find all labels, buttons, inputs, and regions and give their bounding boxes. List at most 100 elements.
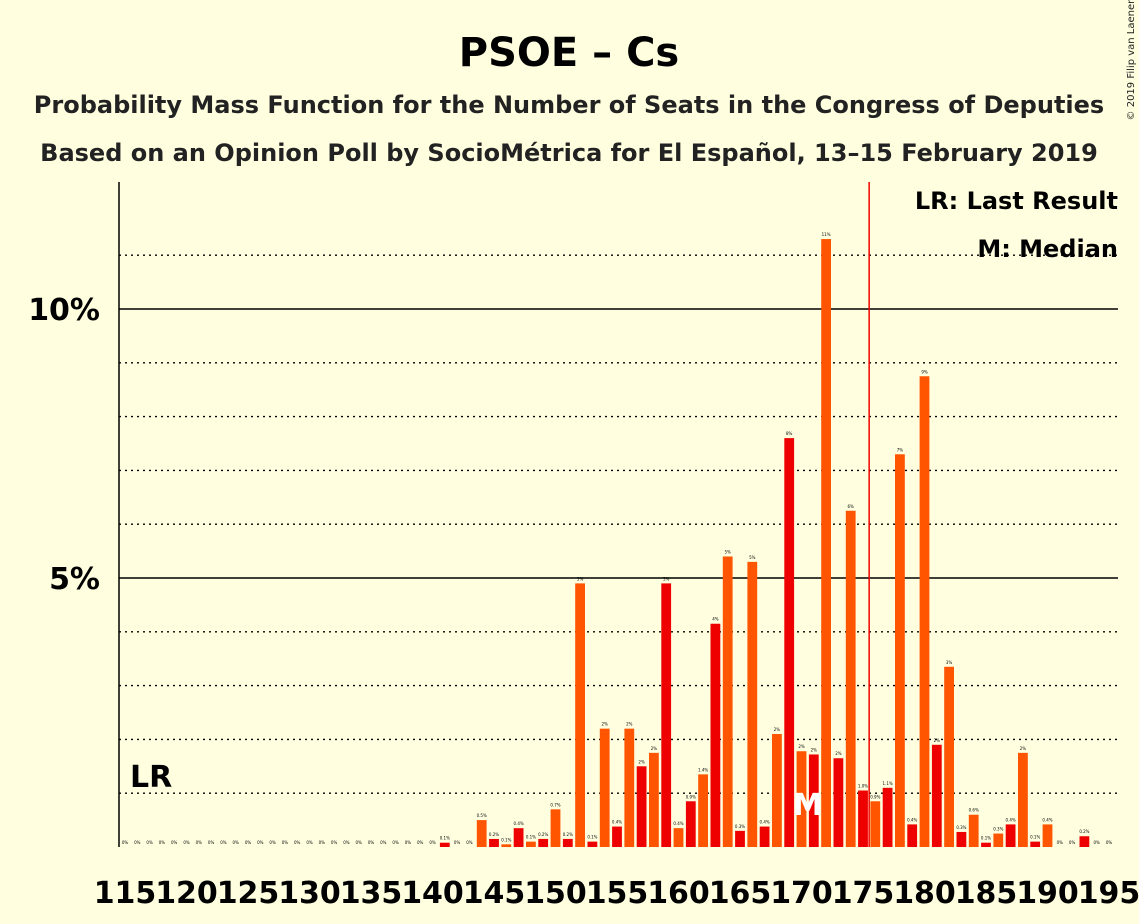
bar-label-137: 0% xyxy=(392,840,399,845)
bar-label-185: 0.1% xyxy=(981,836,991,841)
bar-178 xyxy=(895,454,905,847)
bar-label-120: 0% xyxy=(183,840,190,845)
bar-label-161: 0.9% xyxy=(686,794,696,799)
bar-label-116: 0% xyxy=(134,840,141,845)
bar-label-194: 0% xyxy=(1094,840,1101,845)
bar-label-122: 0% xyxy=(208,840,215,845)
chart-title: PSOE – Cs xyxy=(459,30,679,76)
bar-label-139: 0% xyxy=(417,840,424,845)
bar-150 xyxy=(550,809,561,847)
bar-label-165: 0.3% xyxy=(735,824,745,829)
bar-168 xyxy=(772,734,782,847)
bar-label-152: 5% xyxy=(577,576,584,581)
chart-subtitle-source: Based on an Opinion Poll by SocioMétrica… xyxy=(40,139,1098,167)
bar-label-192: 0% xyxy=(1069,840,1076,845)
y-tick-label: 10% xyxy=(28,293,100,328)
bar-159 xyxy=(661,583,672,847)
bar-label-164: 5% xyxy=(725,549,732,554)
bar-label-178: 7% xyxy=(897,447,904,452)
bar-184 xyxy=(968,814,979,847)
bar-label-173: 2% xyxy=(835,751,842,756)
bar-154 xyxy=(599,728,610,847)
bar-label-121: 0% xyxy=(196,840,203,845)
bar-label-158: 2% xyxy=(651,746,658,751)
bar-label-157: 2% xyxy=(638,759,645,764)
bar-185 xyxy=(981,842,991,847)
x-tick-label: 150 xyxy=(524,876,587,911)
x-tick-label: 155 xyxy=(586,876,649,911)
bar-189 xyxy=(1030,841,1041,847)
bar-label-172: 11% xyxy=(822,232,831,237)
bar-label-155: 0.4% xyxy=(612,820,622,825)
x-tick-label: 135 xyxy=(340,876,403,911)
bar-label-193: 0.2% xyxy=(1079,829,1089,834)
bar-label-181: 2% xyxy=(934,738,941,743)
bar-label-117: 0% xyxy=(146,840,153,845)
bar-182 xyxy=(944,666,954,847)
bar-label-159: 5% xyxy=(663,576,670,581)
x-tick-label: 145 xyxy=(463,876,526,911)
bars xyxy=(439,239,1090,847)
bar-label-128: 0% xyxy=(282,840,289,845)
bar-label-145: 0.2% xyxy=(489,832,499,837)
bar-193 xyxy=(1079,836,1090,847)
bar-162 xyxy=(698,774,708,847)
bar-label-133: 0% xyxy=(343,840,350,845)
bar-label-123: 0% xyxy=(220,840,227,845)
legend-median: M: Median xyxy=(977,235,1118,263)
bar-label-147: 0.4% xyxy=(514,821,524,826)
legend-last-result: LR: Last Result xyxy=(915,187,1118,215)
bar-179 xyxy=(907,824,918,847)
x-tick-label: 130 xyxy=(278,876,341,911)
bar-label-151: 0.2% xyxy=(563,832,573,837)
bar-label-179: 0.4% xyxy=(907,817,917,822)
x-tick-label: 185 xyxy=(955,876,1018,911)
bar-161 xyxy=(685,801,696,847)
bar-164 xyxy=(722,556,733,847)
chart-subtitle: Probability Mass Function for the Number… xyxy=(34,91,1104,119)
bar-141 xyxy=(439,842,450,847)
bar-144 xyxy=(476,820,487,847)
bar-label-167: 0.4% xyxy=(760,820,770,825)
bar-label-191: 0% xyxy=(1057,840,1064,845)
bar-174 xyxy=(845,510,856,847)
bar-label-115: 0% xyxy=(122,840,129,845)
bar-label-190: 0.4% xyxy=(1042,817,1052,822)
bar-157 xyxy=(636,766,647,847)
x-tick-label: 190 xyxy=(1016,876,1079,911)
bar-label-166: 5% xyxy=(749,555,756,560)
copyright-text: © 2019 Filip van Laenen xyxy=(1126,0,1137,120)
bar-155 xyxy=(612,826,622,847)
bar-186 xyxy=(993,833,1004,847)
x-tick-label: 115 xyxy=(94,876,157,911)
bar-148 xyxy=(526,841,536,847)
bar-149 xyxy=(538,838,549,847)
bar-166 xyxy=(747,561,758,847)
bar-label-131: 0% xyxy=(319,840,326,845)
x-tick-label: 170 xyxy=(770,876,833,911)
bar-label-125: 0% xyxy=(245,840,252,845)
bar-156 xyxy=(624,728,635,847)
bar-label-135: 0% xyxy=(368,840,375,845)
bar-label-163: 4% xyxy=(712,617,719,622)
bar-label-184: 0.6% xyxy=(969,808,979,813)
bar-label-150: 0.7% xyxy=(550,802,560,807)
bar-label-189: 0.1% xyxy=(1030,835,1040,840)
bar-187 xyxy=(1005,824,1016,847)
bar-163 xyxy=(710,623,721,847)
last-result-label: LR xyxy=(130,760,172,795)
bar-175 xyxy=(858,790,868,847)
bar-label-138: 0% xyxy=(405,840,412,845)
bar-label-188: 2% xyxy=(1020,746,1027,751)
bar-label-174: 6% xyxy=(848,504,855,509)
bar-165 xyxy=(735,830,745,847)
bar-label-140: 0% xyxy=(429,840,436,845)
bar-160 xyxy=(673,828,684,847)
bar-label-144: 0.5% xyxy=(477,813,487,818)
bar-183 xyxy=(956,831,967,847)
bar-label-171: 2% xyxy=(811,747,818,752)
bar-label-169: 8% xyxy=(786,431,793,436)
bar-145 xyxy=(489,838,499,847)
bar-label-134: 0% xyxy=(356,840,363,845)
bar-label-141: 0.1% xyxy=(440,836,450,841)
